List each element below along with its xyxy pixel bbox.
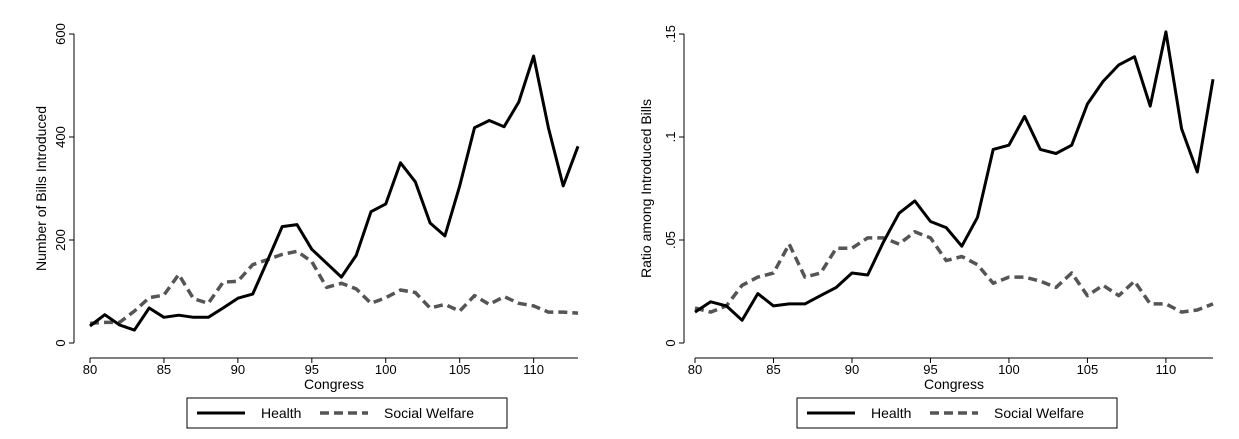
x-axis-title: Congress	[304, 376, 364, 392]
x-tick-label: 80	[83, 362, 97, 377]
series-line-social-welfare	[694, 230, 1214, 314]
x-axis-title: Congress	[924, 376, 984, 392]
y-tick-label: .1	[663, 132, 678, 143]
y-tick-label: 400	[53, 126, 68, 148]
legend-label-social-welfare: Social Welfare	[994, 405, 1084, 421]
x-tick-label: 100	[998, 362, 1020, 377]
series-line-social-welfare	[89, 249, 579, 326]
x-tick-label: 110	[523, 362, 544, 377]
y-tick-label: .15	[663, 25, 678, 43]
x-tick-label: 95	[923, 362, 937, 377]
y-tick-label: 0	[663, 339, 678, 346]
legend-label-health: Health	[871, 405, 911, 421]
series-line-health	[694, 30, 1215, 322]
x-tick-label: 110	[1156, 362, 1177, 377]
x-tick-label: 105	[1077, 362, 1099, 377]
legend-label-social-welfare: Social Welfare	[384, 405, 474, 421]
x-tick-label: 100	[375, 362, 397, 377]
y-axis-title: Number of Bills Introduced	[33, 106, 49, 271]
chart-panel-bill-ratio: 0 .05 .1 .15 Ratio among Introduced Bills 80 8…	[605, 0, 1225, 434]
legend-label-health: Health	[261, 405, 301, 421]
y-axis-title: Ratio among Introduced Bills	[638, 99, 654, 278]
x-tick-label: 90	[231, 362, 245, 377]
chart-panel-bill-count: 0 200 400 600 Number of Bills Introduced 80 85…	[0, 0, 620, 434]
y-tick-label: 600	[53, 23, 68, 45]
x-tick-label: 85	[157, 362, 171, 377]
x-tick-label: 105	[449, 362, 471, 377]
series-line-health	[89, 54, 580, 332]
x-tick-label: 85	[766, 362, 780, 377]
x-tick-label: 80	[688, 362, 702, 377]
x-tick-label: 90	[845, 362, 859, 377]
y-tick-label: .05	[663, 231, 678, 249]
chart-bill-ratio: 0 .05 .1 .15 Ratio among Introduced Bills 80 8…	[638, 25, 1215, 429]
x-tick-label: 95	[305, 362, 319, 377]
chart-bill-count: 0 200 400 600 Number of Bills Introduced 80 85…	[33, 23, 580, 429]
y-tick-label: 0	[53, 339, 68, 346]
y-tick-label: 200	[53, 229, 68, 251]
